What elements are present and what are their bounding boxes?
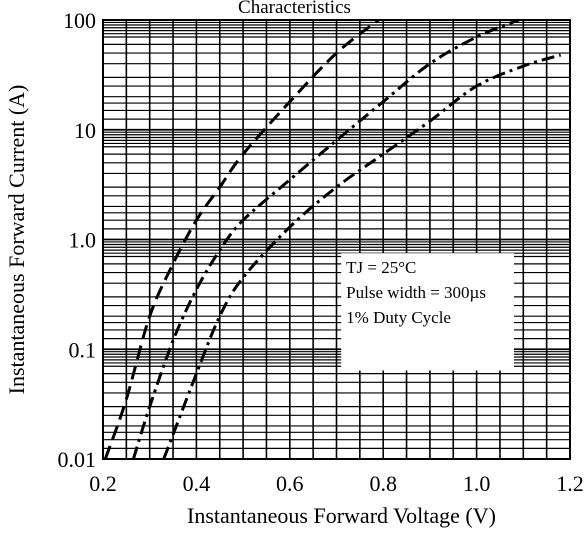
- tick-labels-group: 0.2 0.4 0.6 0.8 1.0 1.2 0.01 0.1 1.0 10 100: [58, 8, 584, 496]
- y-tick-label: 0.1: [69, 337, 97, 362]
- conditions-box: [341, 253, 514, 371]
- series-1-curve: [103, 18, 380, 460]
- curves-group: [103, 18, 562, 460]
- series-2-curve: [131, 18, 520, 460]
- x-tick-label: 1.0: [463, 471, 491, 496]
- grid-lines: [103, 20, 570, 459]
- annotation-duty-cycle: 1% Duty Cycle: [346, 308, 451, 327]
- y-tick-label: 10: [74, 118, 96, 143]
- x-tick-label: 0.6: [276, 471, 304, 496]
- x-tick-label: 0.4: [183, 471, 211, 496]
- y-axis-label: Instantaneous Forward Current (A): [4, 85, 29, 395]
- x-tick-label: 1.2: [556, 471, 584, 496]
- annotation-pulse-width: Pulse width = 300µs: [346, 283, 486, 302]
- y-tick-label: 0.01: [58, 447, 97, 472]
- y-tick-label: 100: [63, 8, 96, 33]
- x-axis-label: Instantaneous Forward Voltage (V): [187, 503, 496, 528]
- x-tick-label: 0.2: [89, 471, 117, 496]
- y-tick-label: 1.0: [69, 228, 97, 253]
- x-tick-label: 0.8: [369, 471, 397, 496]
- series-3-curve: [162, 53, 562, 460]
- annotation-temperature: TJ = 25°C: [346, 258, 416, 277]
- plot-frame: [102, 19, 571, 460]
- chart-title: Characteristics: [238, 0, 351, 18]
